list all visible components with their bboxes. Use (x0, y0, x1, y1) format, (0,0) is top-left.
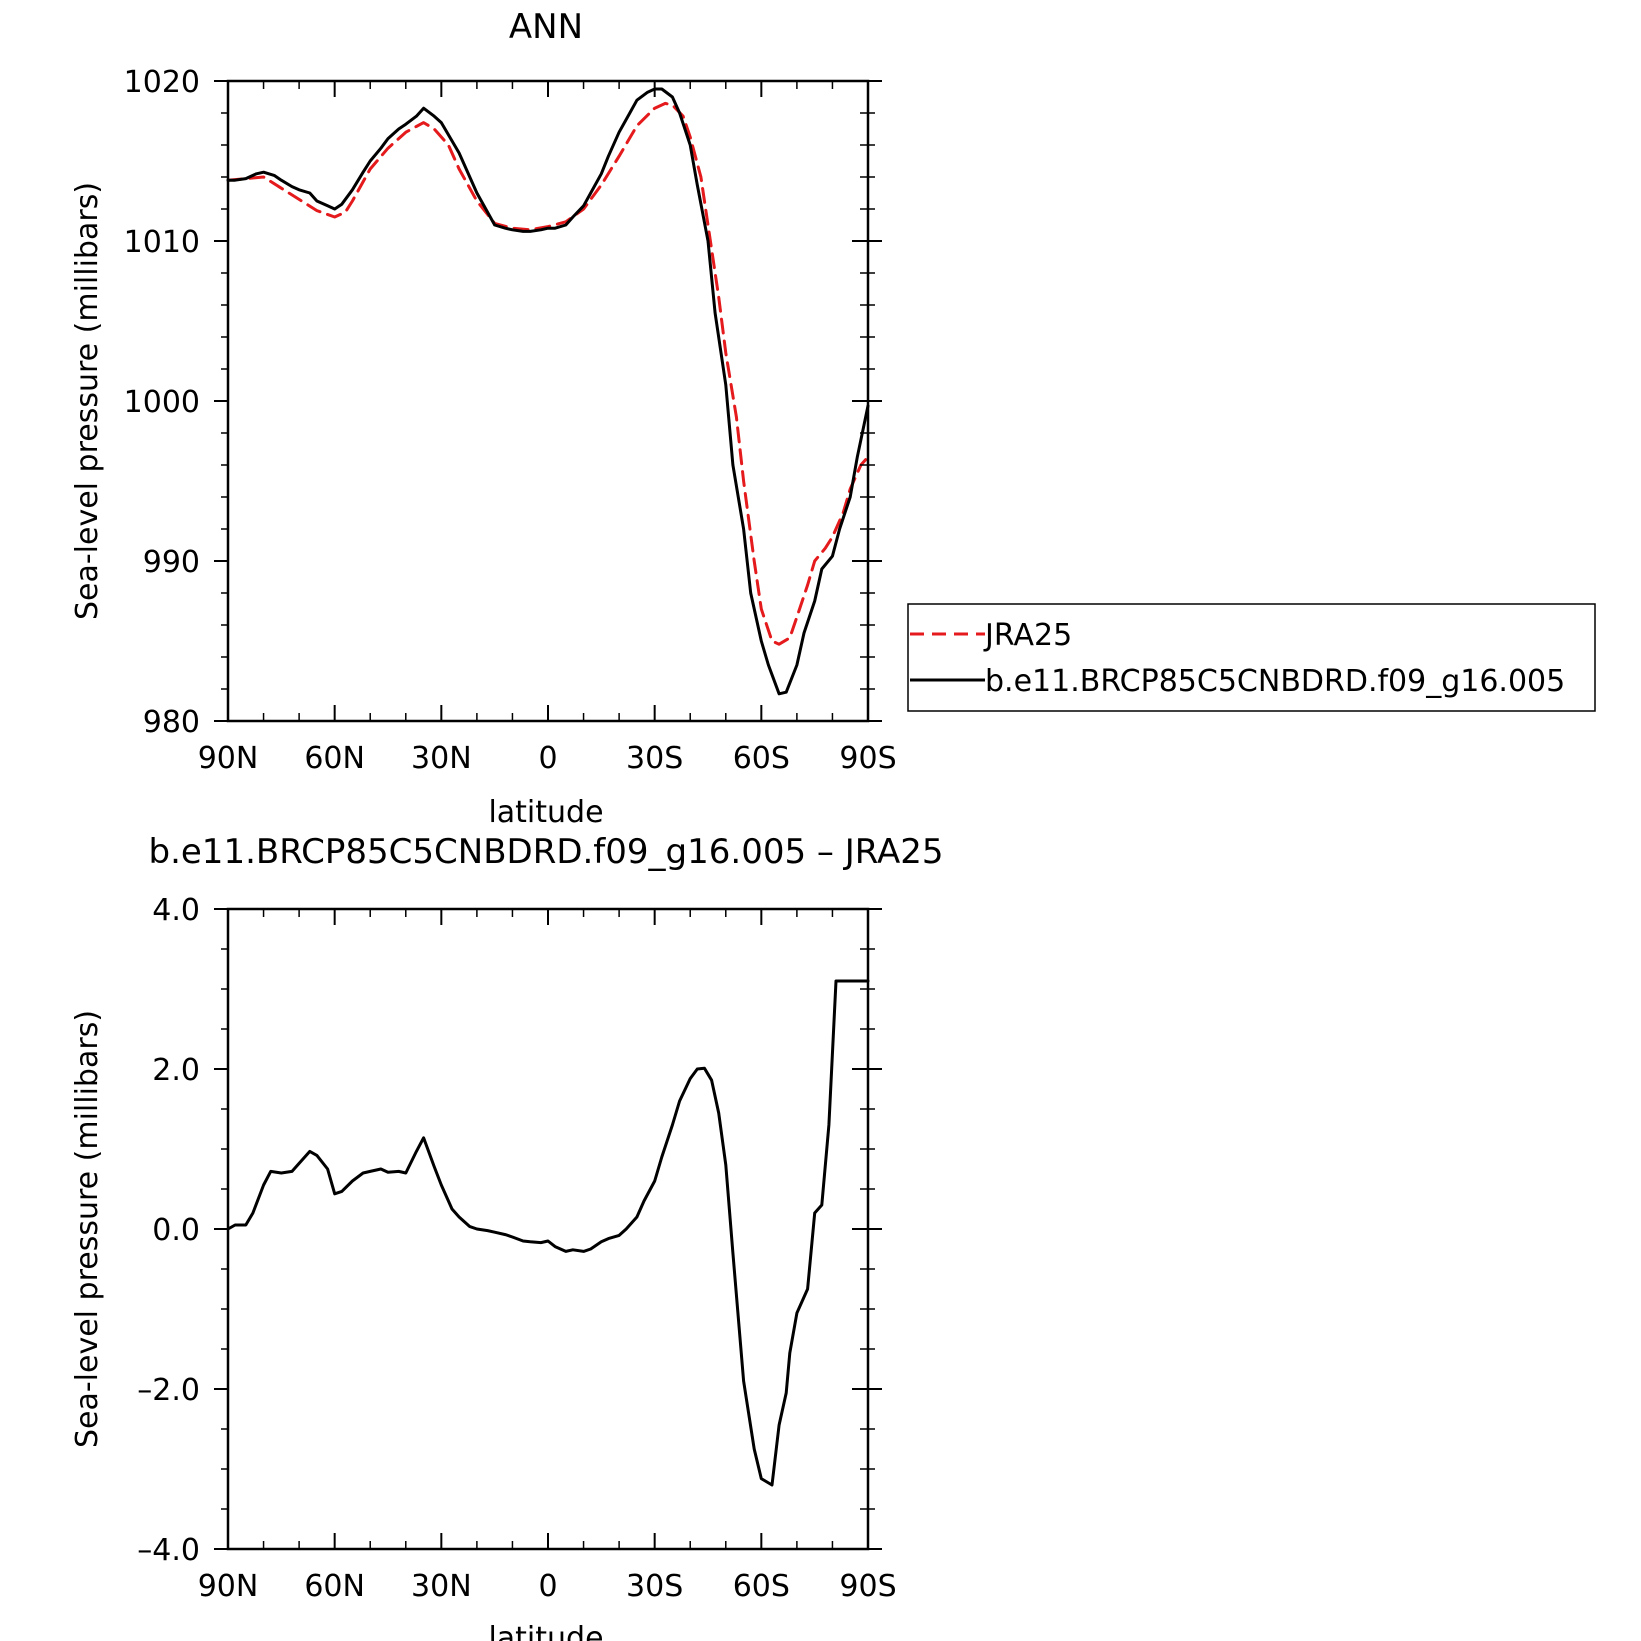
bottom-x-tick-label: 30N (411, 1569, 472, 1604)
bottom-y-tick-label: 2.0 (152, 1053, 200, 1088)
bottom-x-tick-label: 90N (198, 1569, 259, 1604)
top-x-tick-label: 30S (626, 741, 683, 776)
top-y-tick-label: 1000 (124, 385, 200, 420)
top-series-line-1 (226, 87, 870, 696)
bottom-y-tick-label: –2.0 (137, 1373, 200, 1408)
top-x-tick-label: 90S (839, 741, 896, 776)
top-y-tick-label: 1010 (124, 225, 200, 260)
top-series-group (226, 87, 870, 696)
bottom-panel-title: b.e11.BRCP85C5CNBDRD.f09_g16.005 – JRA25 (149, 832, 944, 872)
legend-jra25-label: JRA25 (983, 618, 1072, 653)
legend-box (907, 603, 1596, 712)
top-x-tick-label: 30N (411, 741, 472, 776)
bottom-series-line-0 (226, 979, 870, 1487)
legend-model-label: b.e11.BRCP85C5CNBDRD.f09_g16.005 (985, 664, 1565, 699)
bottom-ticks: 90N 60N 30N 0 30S 60S 90S –4.0 –2.0 0.0 2.0 4.0 (137, 893, 896, 1604)
bottom-y-tick-label: –4.0 (137, 1533, 200, 1568)
bottom-x-tick-label: 30S (626, 1569, 683, 1604)
top-y-tick-label: 980 (143, 705, 200, 740)
legend: JRA25 b.e11.BRCP85C5CNBDRD.f09_g16.005 (907, 603, 1596, 712)
top-ticks: 90N 60N 30N 0 30S 60S 90S 980 990 1000 1010 1020 (124, 65, 897, 776)
bottom-x-tick-label: 60N (304, 1569, 365, 1604)
bottom-y-axis-label: Sea-level pressure (millibars) (70, 1010, 105, 1448)
top-y-tick-label: 990 (143, 545, 200, 580)
top-y-axis-label: Sea-level pressure (millibars) (70, 182, 105, 620)
bottom-y-tick-label: 4.0 (152, 893, 200, 928)
top-x-axis-label: latitude (488, 795, 603, 830)
bottom-series-group (226, 979, 870, 1487)
top-series-line-0 (226, 101, 870, 646)
top-x-tick-label: 90N (198, 741, 259, 776)
bottom-x-tick-label: 90S (839, 1569, 896, 1604)
top-panel-title: ANN (509, 7, 583, 47)
bottom-x-tick-label: 0 (538, 1569, 557, 1604)
bottom-x-tick-label: 60S (733, 1569, 790, 1604)
bottom-y-tick-label: 0.0 (152, 1213, 200, 1248)
top-x-tick-label: 60N (304, 741, 365, 776)
top-x-tick-label: 60S (733, 741, 790, 776)
bottom-panel: b.e11.BRCP85C5CNBDRD.f09_g16.005 – JRA25… (70, 832, 944, 1641)
top-y-tick-label: 1020 (124, 65, 200, 100)
bottom-x-axis-label: latitude (488, 1621, 603, 1641)
top-panel: ANN 90N 60N 30N 0 30S 60S 90S 980 990 1000 1010 102… (70, 7, 1596, 830)
top-x-tick-label: 0 (538, 741, 557, 776)
